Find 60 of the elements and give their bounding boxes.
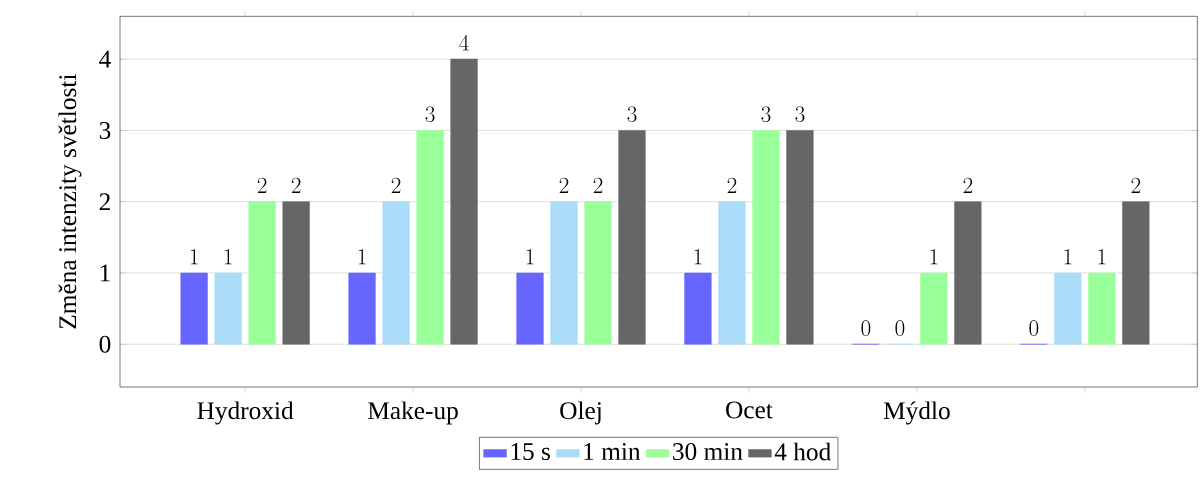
x-tick-label: Hydroxid <box>197 401 294 425</box>
data-label: 2 <box>727 177 737 193</box>
x-tick-label: Mýdlo <box>883 401 950 425</box>
data-label: 3 <box>795 106 805 123</box>
y-tick-label: 2 <box>99 193 110 211</box>
y-tick-label: 1 <box>100 264 110 282</box>
y-axis-title: Změna intenzity světlosti <box>58 74 82 329</box>
bar <box>1122 201 1150 345</box>
data-label: 3 <box>761 106 771 123</box>
y-tick-label: 0 <box>99 335 111 353</box>
data-label: 2 <box>257 177 267 193</box>
bar <box>920 272 948 345</box>
data-label: 3 <box>627 106 637 123</box>
data-label: 1 <box>1064 249 1072 265</box>
bar <box>348 272 376 345</box>
data-label: 1 <box>224 249 232 265</box>
bar <box>718 201 746 345</box>
data-label: 2 <box>391 177 401 193</box>
bar <box>450 58 478 345</box>
bar <box>786 130 814 345</box>
data-label: 1 <box>358 249 366 265</box>
data-label: 0 <box>1029 320 1039 336</box>
x-tick-label: Make-up <box>368 401 458 425</box>
data-label: 0 <box>861 320 871 336</box>
legend-label: 4 hod <box>774 442 831 461</box>
bar <box>248 201 276 345</box>
bar <box>550 201 578 345</box>
bar <box>584 201 612 345</box>
bar <box>684 272 712 345</box>
data-label: 3 <box>425 106 435 123</box>
bar <box>516 272 544 345</box>
legend-label: 1 min <box>584 443 641 460</box>
bar <box>180 272 208 345</box>
x-tick-label: Ocet <box>726 401 773 419</box>
bar <box>1054 272 1082 345</box>
data-label: 2 <box>963 177 973 193</box>
bar <box>214 272 242 345</box>
bar <box>954 201 982 345</box>
data-label: 1 <box>526 249 534 265</box>
data-label: 1 <box>930 249 938 265</box>
data-label: 1 <box>190 249 198 265</box>
data-label: 0 <box>895 320 905 336</box>
bar <box>382 201 410 345</box>
data-label: 2 <box>559 177 569 193</box>
data-label: 1 <box>1098 249 1106 265</box>
x-tick-label: Olej <box>560 401 601 425</box>
data-label: 2 <box>291 177 301 193</box>
bar <box>282 201 310 345</box>
data-label: 2 <box>593 177 603 193</box>
data-label: 2 <box>1131 177 1141 193</box>
bar <box>1088 272 1116 345</box>
y-tick-label: 4 <box>99 50 111 68</box>
bar <box>752 130 780 345</box>
data-label: 1 <box>694 249 702 265</box>
data-label: 4 <box>459 34 469 51</box>
legend-label: 30 min <box>673 443 743 461</box>
legend-label: 15 s <box>511 443 550 461</box>
bar <box>416 130 444 345</box>
bar <box>618 130 646 345</box>
y-tick-label: 3 <box>99 121 111 139</box>
